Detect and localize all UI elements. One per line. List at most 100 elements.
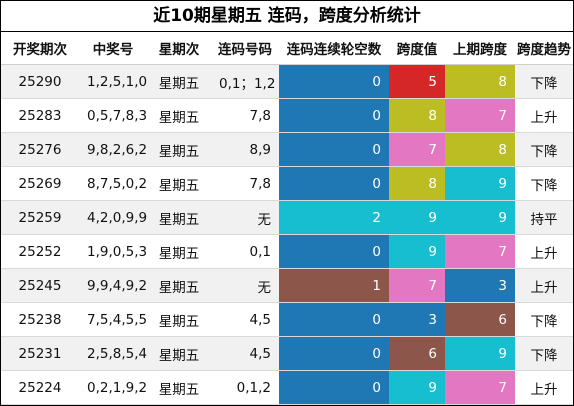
lian-cell: 4,5 xyxy=(211,302,279,337)
skip-cell: 0 xyxy=(279,98,389,133)
lian-cell: 7,8 xyxy=(211,98,279,133)
table-row: 25283 0,5,7,8,3 星期五 7,8 0 8 7 上升 xyxy=(1,98,573,133)
issue-cell: 25252 xyxy=(1,234,79,269)
lian-cell: 4,5 xyxy=(211,336,279,371)
prev-span-cell: 3 xyxy=(445,268,515,303)
span-cell: 7 xyxy=(389,132,445,167)
header-skip: 连码连续轮空数 xyxy=(279,32,389,65)
span-cell: 3 xyxy=(389,302,445,337)
numbers-cell: 1,2,5,1,0 xyxy=(79,64,147,99)
header-issue: 开奖期次 xyxy=(1,32,79,65)
numbers-cell: 4,2,0,9,9 xyxy=(79,200,147,235)
table-body: 25290 1,2,5,1,0 星期五 0,1；1,2 0 5 8 下降 25283 0,5,7,… xyxy=(1,64,573,405)
weekday-cell: 星期五 xyxy=(147,370,211,405)
table-row: 25290 1,2,5,1,0 星期五 0,1；1,2 0 5 8 下降 xyxy=(1,64,573,99)
trend-cell: 下降 xyxy=(515,336,573,371)
skip-cell: 0 xyxy=(279,234,389,269)
span-cell: 7 xyxy=(389,268,445,303)
span-cell: 9 xyxy=(389,200,445,235)
skip-cell: 2 xyxy=(279,200,389,235)
lian-cell: 无 xyxy=(211,268,279,303)
table-row: 25238 7,5,4,5,5 星期五 4,5 0 3 6 下降 xyxy=(1,302,573,337)
table-row: 25259 4,2,0,9,9 星期五无 2 9 9 持平 xyxy=(1,200,573,235)
weekday-cell: 星期五 xyxy=(147,302,211,337)
span-cell: 5 xyxy=(389,64,445,99)
trend-cell: 下降 xyxy=(515,166,573,201)
span-cell: 8 xyxy=(389,166,445,201)
numbers-cell: 0,5,7,8,3 xyxy=(79,98,147,133)
issue-cell: 25269 xyxy=(1,166,79,201)
prev-span-cell: 7 xyxy=(445,98,515,133)
lian-cell: 8,9 xyxy=(211,132,279,167)
issue-cell: 25283 xyxy=(1,98,79,133)
prev-span-cell: 8 xyxy=(445,132,515,167)
issue-cell: 25238 xyxy=(1,302,79,337)
prev-span-cell: 8 xyxy=(445,64,515,99)
issue-cell: 25231 xyxy=(1,336,79,371)
span-cell: 6 xyxy=(389,336,445,371)
page-title: 近10期星期五 连码，跨度分析统计 xyxy=(1,1,573,32)
lian-cell: 0,1,2 xyxy=(211,370,279,405)
skip-cell: 0 xyxy=(279,64,389,99)
span-cell: 9 xyxy=(389,234,445,269)
table-row: 25276 9,8,2,6,2 星期五 8,9 0 7 8 下降 xyxy=(1,132,573,167)
issue-cell: 25276 xyxy=(1,132,79,167)
header-lian: 连码号码 xyxy=(211,32,279,65)
trend-cell: 持平 xyxy=(515,200,573,235)
numbers-cell: 8,7,5,0,2 xyxy=(79,166,147,201)
numbers-cell: 9,8,2,6,2 xyxy=(79,132,147,167)
issue-cell: 25259 xyxy=(1,200,79,235)
trend-cell: 上升 xyxy=(515,98,573,133)
span-cell: 9 xyxy=(389,370,445,405)
weekday-cell: 星期五 xyxy=(147,336,211,371)
stats-table: 开奖期次 中奖号 星期次 连码号码 连码连续轮空数 跨度值 上期跨度 跨度趋势 … xyxy=(1,32,573,405)
trend-cell: 上升 xyxy=(515,268,573,303)
weekday-cell: 星期五 xyxy=(147,64,211,99)
header-trend: 跨度趋势 xyxy=(515,32,573,65)
skip-cell: 0 xyxy=(279,132,389,167)
numbers-cell: 9,9,4,9,2 xyxy=(79,268,147,303)
skip-cell: 0 xyxy=(279,370,389,405)
table-row: 25269 8,7,5,0,2 星期五 7,8 0 8 9 下降 xyxy=(1,166,573,201)
trend-cell: 上升 xyxy=(515,234,573,269)
issue-cell: 25245 xyxy=(1,268,79,303)
prev-span-cell: 7 xyxy=(445,234,515,269)
prev-span-cell: 9 xyxy=(445,336,515,371)
span-cell: 8 xyxy=(389,98,445,133)
trend-cell: 上升 xyxy=(515,370,573,405)
weekday-cell: 星期五 xyxy=(147,234,211,269)
lian-cell: 7,8 xyxy=(211,166,279,201)
lian-cell: 0,1；1,2 xyxy=(211,64,279,99)
prev-span-cell: 9 xyxy=(445,200,515,235)
header-prev-span: 上期跨度 xyxy=(445,32,515,65)
prev-span-cell: 7 xyxy=(445,370,515,405)
prev-span-cell: 9 xyxy=(445,166,515,201)
table-row: 25224 0,2,1,9,2 星期五 0,1,2 0 9 7 上升 xyxy=(1,370,573,405)
header-span: 跨度值 xyxy=(389,32,445,65)
header-weekday: 星期次 xyxy=(147,32,211,65)
weekday-cell: 星期五 xyxy=(147,166,211,201)
numbers-cell: 0,2,1,9,2 xyxy=(79,370,147,405)
skip-cell: 0 xyxy=(279,302,389,337)
table-row: 25231 2,5,8,5,4 星期五 4,5 0 6 9 下降 xyxy=(1,336,573,371)
skip-cell: 0 xyxy=(279,336,389,371)
header-row: 开奖期次 中奖号 星期次 连码号码 连码连续轮空数 跨度值 上期跨度 跨度趋势 xyxy=(1,32,573,65)
trend-cell: 下降 xyxy=(515,64,573,99)
lian-cell: 0,1 xyxy=(211,234,279,269)
trend-cell: 下降 xyxy=(515,132,573,167)
prev-span-cell: 6 xyxy=(445,302,515,337)
weekday-cell: 星期五 xyxy=(147,200,211,235)
lian-cell: 无 xyxy=(211,200,279,235)
issue-cell: 25290 xyxy=(1,64,79,99)
weekday-cell: 星期五 xyxy=(147,98,211,133)
weekday-cell: 星期五 xyxy=(147,268,211,303)
numbers-cell: 2,5,8,5,4 xyxy=(79,336,147,371)
table-row: 25245 9,9,4,9,2 星期五无 1 7 3 上升 xyxy=(1,268,573,303)
trend-cell: 下降 xyxy=(515,302,573,337)
header-numbers: 中奖号 xyxy=(79,32,147,65)
weekday-cell: 星期五 xyxy=(147,132,211,167)
issue-cell: 25224 xyxy=(1,370,79,405)
numbers-cell: 1,9,0,5,3 xyxy=(79,234,147,269)
skip-cell: 0 xyxy=(279,166,389,201)
